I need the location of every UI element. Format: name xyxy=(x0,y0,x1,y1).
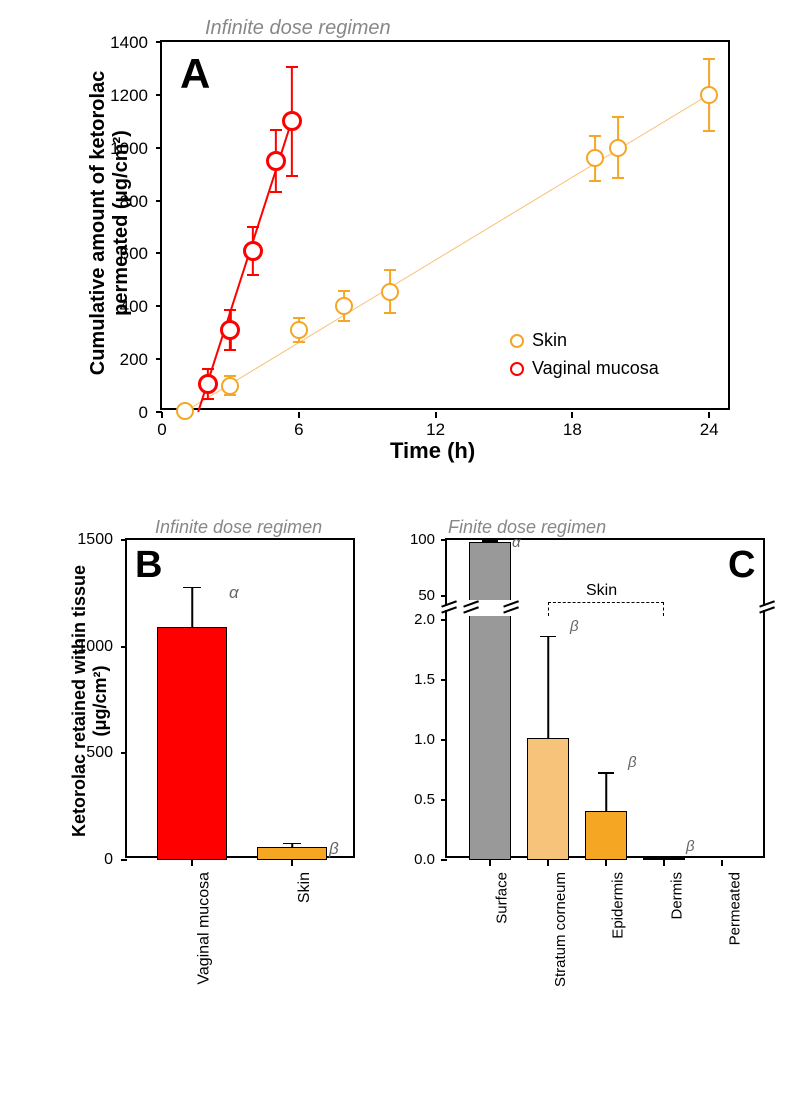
data-point xyxy=(586,149,604,167)
bracket-label: Skin xyxy=(586,582,617,600)
panel-b-letter: B xyxy=(135,544,162,587)
category-label: Skin xyxy=(296,872,314,903)
category-label: Permeated xyxy=(726,872,743,945)
legend-mucosa: Vaginal mucosa xyxy=(510,358,659,379)
panel-a-plot-area: 020040060080010001200140006121824 xyxy=(160,40,730,410)
panel-b-subtitle: Infinite dose regimen xyxy=(155,517,322,538)
data-point xyxy=(220,320,240,340)
data-point xyxy=(282,111,302,131)
data-point xyxy=(609,139,627,157)
legend-skin: Skin xyxy=(510,330,567,351)
category-label: Epidermis xyxy=(610,872,627,939)
data-point xyxy=(381,283,399,301)
panel-a-xlabel: Time (h) xyxy=(390,438,475,464)
data-point xyxy=(335,297,353,315)
legend-mucosa-label: Vaginal mucosa xyxy=(532,358,659,379)
bar-epidermis xyxy=(585,811,627,860)
legend-mucosa-marker xyxy=(510,362,524,376)
bottom-row: Infinite dose regimen 050010001500αVagin… xyxy=(20,520,774,1080)
data-point xyxy=(290,321,308,339)
panel-c-letter: C xyxy=(728,544,755,587)
legend-skin-label: Skin xyxy=(532,330,567,351)
bar-skin xyxy=(257,847,327,860)
data-point xyxy=(243,241,263,261)
panel-a-subtitle: Infinite dose regimen xyxy=(205,17,391,40)
panel-b: Infinite dose regimen 050010001500αVagin… xyxy=(20,520,380,1080)
category-label: Surface xyxy=(494,872,511,924)
skin-bracket xyxy=(548,602,664,616)
panel-a-letter: A xyxy=(180,50,210,98)
panel-b-ylabel: Ketorolac retained within tissue (μg/cm²… xyxy=(69,541,111,861)
data-point xyxy=(176,402,194,420)
legend-skin-marker xyxy=(510,334,524,348)
data-point xyxy=(700,86,718,104)
category-label: Vaginal mucosa xyxy=(196,872,214,985)
data-point xyxy=(198,374,218,394)
panel-a-ylabel: Cumulative amount of ketorolac permeated… xyxy=(87,33,133,413)
panel-c: Finite dose regimen 0.00.51.01.52.050100… xyxy=(390,520,774,1080)
panel-a: Infinite dose regimen 020040060080010001… xyxy=(20,20,774,480)
panel-c-subtitle: Finite dose regimen xyxy=(448,517,606,538)
bar-surface xyxy=(469,542,511,860)
category-label: Dermis xyxy=(668,872,685,920)
panel-c-plot-area: 0.00.51.01.52.050100αSurfaceβStratum cor… xyxy=(445,538,765,858)
category-label: Stratum corneum xyxy=(552,872,569,987)
data-point xyxy=(266,151,286,171)
bar-vaginal-mucosa xyxy=(157,627,227,860)
data-point xyxy=(221,377,239,395)
bar-stratum-corneum xyxy=(527,738,569,860)
